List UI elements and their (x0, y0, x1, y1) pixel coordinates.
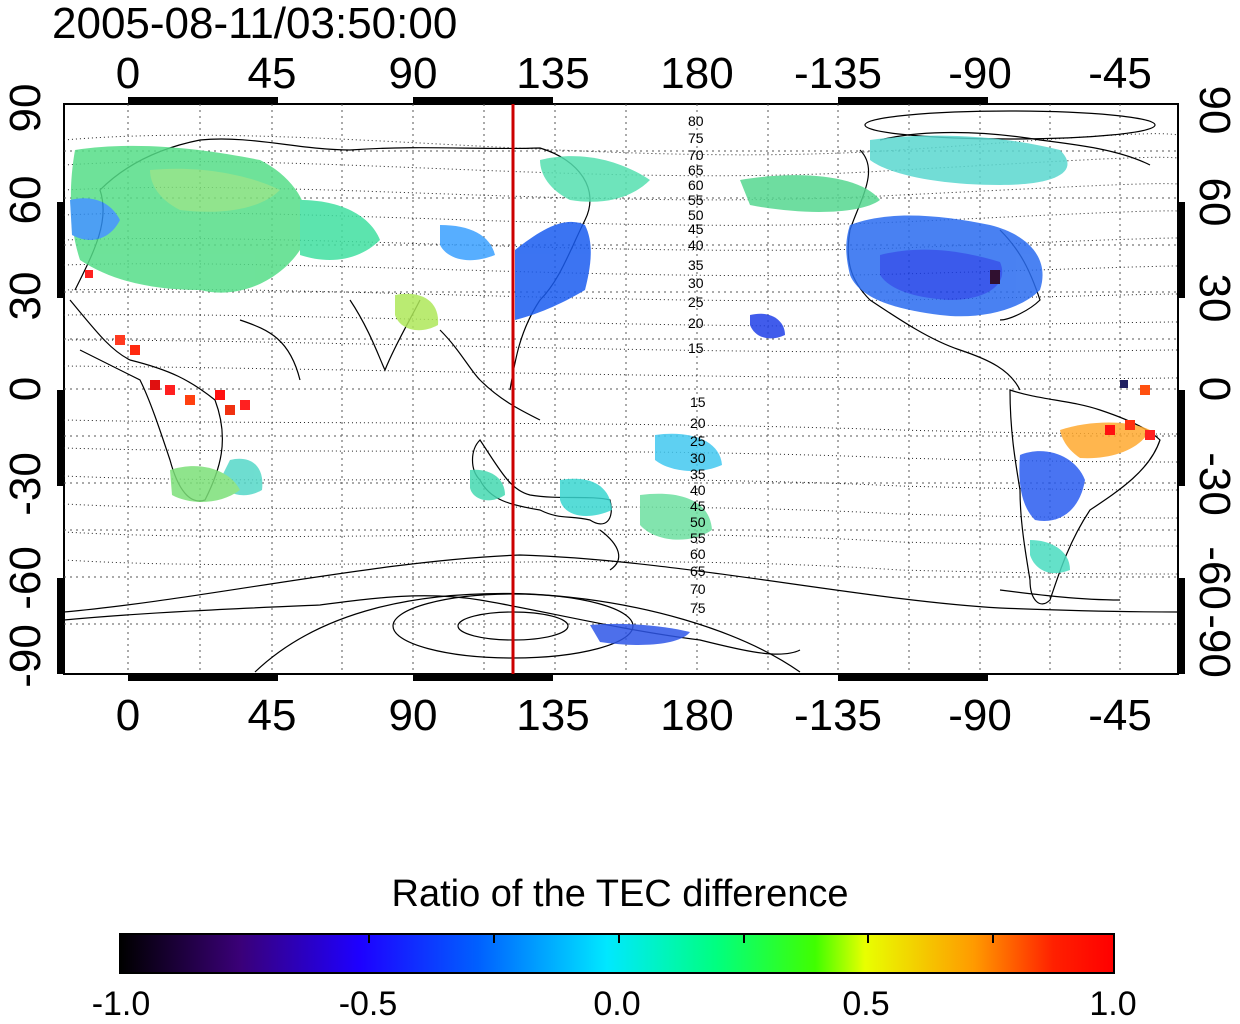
contour-label: 50 (690, 514, 706, 530)
colorbar-tick (867, 935, 869, 943)
lat-label: 60 (1, 176, 50, 225)
lat-label: 0 (1, 377, 50, 401)
graticule (64, 104, 1178, 674)
colorbar-tick (493, 935, 495, 943)
lon-label: -45 (1088, 49, 1152, 98)
contour-label: 60 (688, 177, 704, 193)
lon-label: -90 (948, 49, 1012, 98)
lon-label: 135 (516, 49, 589, 98)
colorbar-tick (743, 935, 745, 943)
right-latitude-labels: 90 60 30 0 -30 -60 -90 (1190, 86, 1239, 678)
lon-label: 0 (116, 49, 140, 98)
lat-label: 0 (1190, 377, 1239, 401)
lat-label: -60 (1, 546, 50, 610)
lon-label: -135 (794, 49, 882, 98)
colorbar (119, 933, 1115, 974)
lon-label: 0 (116, 691, 140, 740)
contour-label: 35 (688, 257, 704, 273)
lat-label: 30 (1, 272, 50, 321)
colorbar-label: 0.0 (593, 985, 641, 1023)
contour-label: 30 (690, 450, 706, 466)
contour-label: 25 (690, 433, 706, 449)
contour-label: 50 (688, 207, 704, 223)
lat-label: 90 (1, 84, 50, 133)
tec-hotspots (85, 270, 1155, 440)
contour-label: 15 (688, 340, 704, 356)
lat-label: 60 (1190, 178, 1239, 227)
colorbar-tick (618, 935, 620, 943)
lat-label: -90 (1190, 614, 1239, 678)
colorbar-label: 0.5 (842, 985, 890, 1023)
lon-label: 180 (660, 49, 733, 98)
contour-label: 75 (688, 130, 704, 146)
contour-label: 45 (688, 221, 704, 237)
contour-label: 60 (690, 546, 706, 562)
map-timestamp: 2005-08-11/03:50:00 (52, 0, 458, 48)
colorbar-label: -1.0 (91, 985, 151, 1023)
lat-label: 90 (1190, 86, 1239, 135)
lon-label: -45 (1088, 691, 1152, 740)
lon-label: 45 (248, 691, 297, 740)
world-tec-map: 80 75 70 65 60 55 50 45 40 35 30 25 20 1… (1, 49, 1239, 740)
colorbar-label: 1.0 (1089, 985, 1137, 1023)
contour-label: 30 (688, 275, 704, 291)
colorbar-tick (992, 935, 994, 943)
tec-data-patches (70, 135, 1150, 645)
magnetic-contours (64, 133, 1178, 575)
contour-label: 40 (690, 482, 706, 498)
lat-label: -30 (1190, 452, 1239, 516)
lon-label: 90 (389, 691, 438, 740)
lon-label: 180 (660, 691, 733, 740)
lon-label: 45 (248, 49, 297, 98)
contour-label: 25 (688, 294, 704, 310)
contour-label: 45 (690, 498, 706, 514)
frame-tick-bars (57, 97, 1185, 681)
colorbar-label: -0.5 (338, 985, 398, 1023)
south-contour-labels: 15 20 25 30 35 40 45 50 55 60 65 70 75 (690, 394, 706, 616)
contour-label: 55 (688, 192, 704, 208)
contour-label: 75 (690, 600, 706, 616)
contour-label: 70 (688, 147, 704, 163)
top-longitude-labels: 0 45 90 135 180 -135 -90 -45 (116, 49, 1152, 98)
lat-label: 30 (1190, 274, 1239, 323)
colorbar-title: Ratio of the TEC difference (391, 873, 849, 915)
contour-label: 65 (688, 162, 704, 178)
lat-label: -30 (1, 452, 50, 516)
bottom-longitude-labels: 0 45 90 135 180 -135 -90 -45 (116, 691, 1152, 740)
contour-label: 20 (688, 315, 704, 331)
contour-label: 20 (690, 415, 706, 431)
lon-label: -90 (948, 691, 1012, 740)
contour-label: 40 (688, 237, 704, 253)
contour-label: 65 (690, 563, 706, 579)
north-contour-labels: 80 75 70 65 60 55 50 45 40 35 30 25 20 1… (688, 113, 704, 356)
contour-label: 80 (688, 113, 704, 129)
colorbar-tick (368, 935, 370, 943)
lat-label: -90 (1, 624, 50, 688)
lon-label: 90 (389, 49, 438, 98)
contour-label: 55 (690, 530, 706, 546)
lon-label: -135 (794, 691, 882, 740)
lon-label: 135 (516, 691, 589, 740)
left-latitude-labels: 90 60 30 0 -30 -60 -90 (1, 84, 50, 688)
contour-label: 70 (690, 581, 706, 597)
contour-label: 35 (690, 466, 706, 482)
contour-label: 15 (690, 394, 706, 410)
lat-label: -60 (1190, 546, 1239, 610)
